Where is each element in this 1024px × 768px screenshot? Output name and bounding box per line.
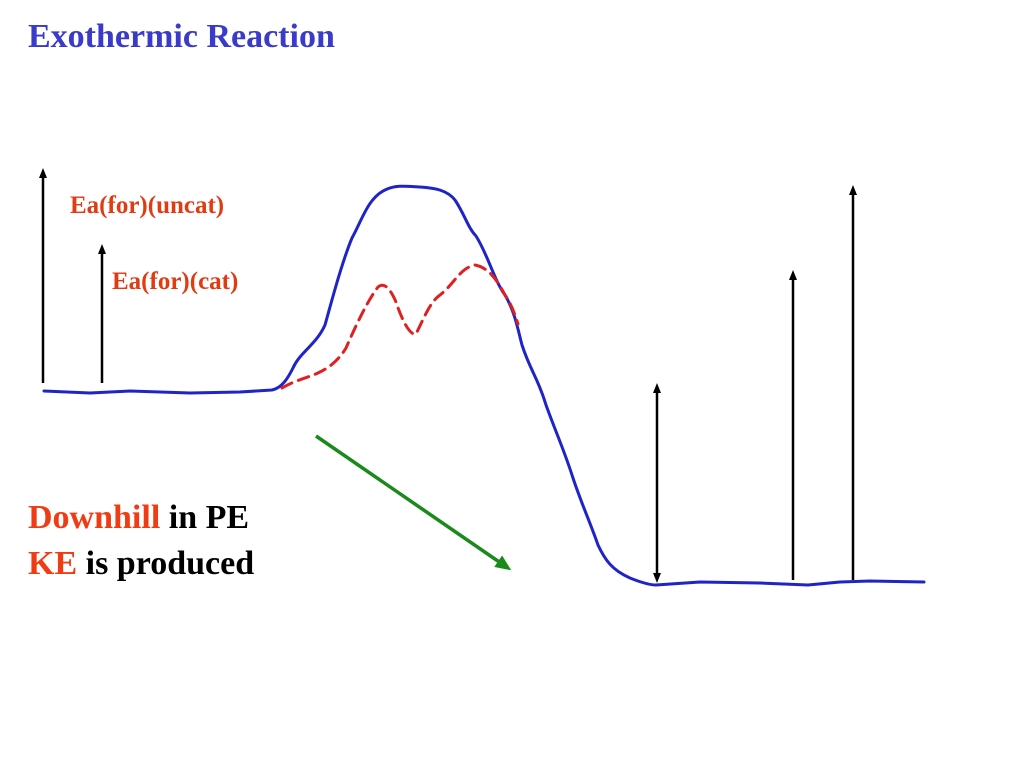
uncatalyzed-activation-label: Ea(for)(uncat) — [70, 192, 225, 219]
downhill-arrow — [315, 434, 512, 571]
uncatalyzed-energy-curve — [42, 184, 926, 587]
caption-downhill-rest: in PE — [160, 499, 250, 536]
caption-ke-highlight: KE — [28, 545, 78, 582]
slide-title: Exothermic Reaction — [28, 18, 335, 55]
caption-ke: KE is produced — [28, 545, 254, 583]
caption-downhill: Downhill in PE — [28, 499, 249, 537]
caption-downhill-highlight: Downhill — [28, 499, 161, 536]
catalyzed-energy-curve — [280, 263, 520, 390]
catalyzed-activation-label: Ea(for)(cat) — [112, 268, 239, 295]
caption-ke-rest: is produced — [77, 545, 255, 582]
